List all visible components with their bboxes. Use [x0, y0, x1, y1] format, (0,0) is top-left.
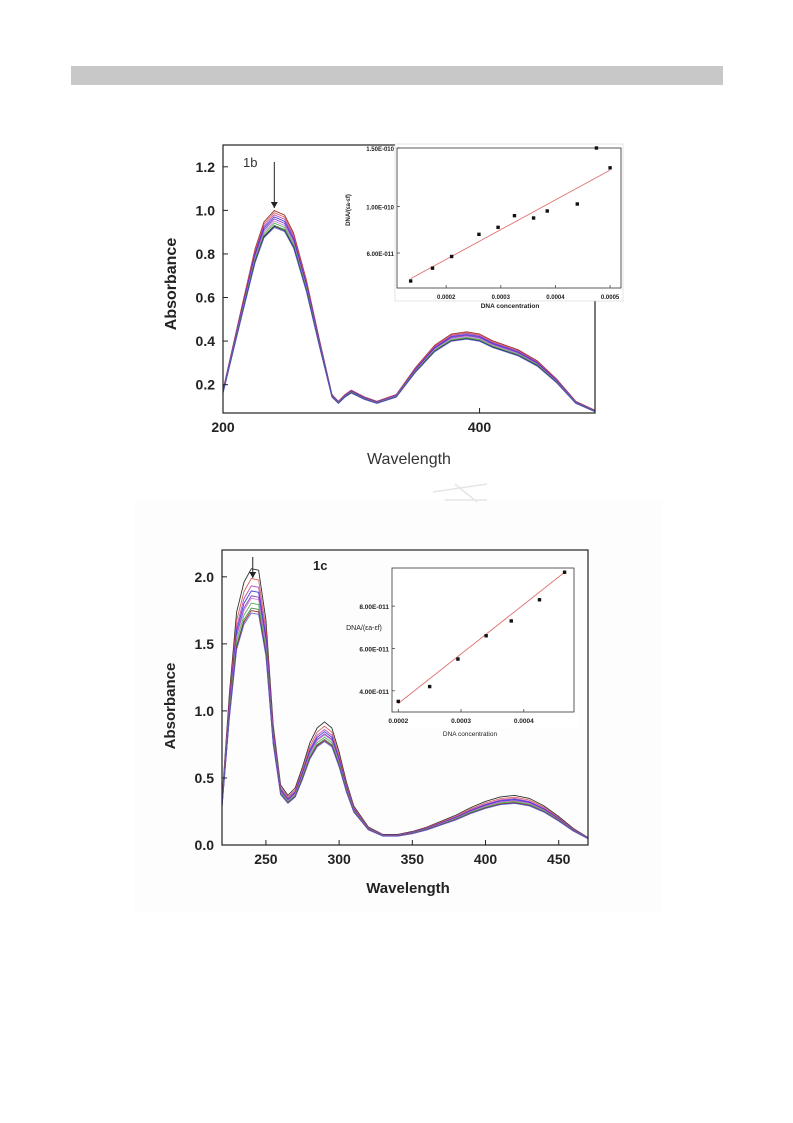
inset-x-tick-label: 0.0002 [437, 295, 456, 301]
inset-background [390, 564, 578, 729]
inset-x-label: DNA concentration [443, 731, 498, 738]
y-axis-label: Absorbance [162, 663, 179, 750]
y-tick-label: 0.8 [196, 246, 216, 262]
y-tick-label: 1.0 [195, 703, 215, 719]
inset-y-tick-label: 4.00E-011 [359, 689, 389, 696]
inset-data-point [477, 232, 481, 237]
inset-data-point [509, 619, 513, 623]
inset-x-tick-label: 0.0004 [546, 295, 565, 301]
y-tick-label: 2.0 [195, 569, 215, 585]
inset-data-point [396, 699, 400, 704]
inset-content: 0.0002 0.0003 0.0004 4.00E-011 6.00E-011 8.00… [359, 570, 567, 725]
inset-y-tick-label: 6.00E-011 [359, 646, 389, 653]
spectra-series-group [221, 568, 589, 840]
arrow-indicator [270, 162, 278, 208]
inset-data-point [484, 634, 488, 638]
inset-data-point [545, 209, 549, 213]
inset-y-tick-label: 1.00E-010 [366, 205, 394, 211]
inset-data-point [449, 254, 454, 259]
chart-panel-1c: 250 300 350 400 450 0.0 0.5 1.0 1.5 2.0 1c Wavele… [134, 500, 662, 912]
y-tick-label: 0.2 [196, 377, 216, 393]
inset-data-point [512, 213, 517, 218]
inset-data-point [427, 684, 432, 689]
inset-data-point [575, 202, 579, 206]
y-tick-label: 0.4 [196, 333, 216, 349]
x-tick-label: 300 [327, 851, 351, 867]
y-tick-label: 1.5 [195, 636, 215, 652]
panel-label: 1c [313, 558, 327, 573]
x-tick-label: 250 [254, 851, 278, 867]
inset-frame [396, 147, 622, 289]
inset-data-point [408, 279, 413, 283]
x-axis-label: Wavelength [367, 451, 451, 468]
inset-y-tick-label: 8.00E-011 [359, 604, 389, 611]
inset-data-point [430, 266, 435, 270]
y-tick-label: 0.5 [195, 770, 215, 786]
inset-y-label: DNA/(εa-εf) [346, 625, 382, 632]
inset-content: 0.0002 0.0003 0.0004 0.0005 6.00E-011 1.00E-0… [366, 146, 620, 301]
inset-x-tick-label: 0.0003 [451, 718, 471, 725]
y-tick-label: 1.2 [196, 159, 216, 175]
y-tick-label: 1.0 [196, 202, 216, 218]
inset-data-point [456, 657, 460, 661]
inset-y-label: DNA/(εa-εf) [346, 194, 352, 226]
panel-label: 1b [243, 155, 257, 170]
inset-data-point [594, 146, 599, 150]
inset-data-point [537, 598, 542, 602]
inset-y-tick-label: 6.00E-011 [367, 252, 395, 258]
spectrum-line [221, 568, 589, 838]
inset-x-label: DNA concentration [481, 303, 540, 310]
spectrum-line [222, 226, 596, 413]
x-tick-label: 350 [401, 851, 425, 867]
x-tick-label: 200 [211, 419, 235, 435]
inset-data-point [562, 570, 567, 574]
chart-1b: 200 400 0.2 0.4 0.6 0.8 1.0 1.2 1b Wavelength A… [163, 143, 624, 468]
inset-data-point [531, 216, 536, 220]
inset-chart: 0.0002 0.0003 0.0004 4.00E-011 6.00E-011 8.00… [346, 564, 578, 738]
x-tick-label: 450 [547, 851, 571, 867]
y-tick-label: 0.0 [195, 837, 215, 853]
inset-data-point [496, 225, 500, 230]
inset-x-tick-label: 0.0005 [601, 295, 620, 301]
x-axis-label: Wavelength [366, 880, 450, 897]
y-tick-label: 0.6 [196, 290, 216, 306]
header-bar [71, 66, 723, 85]
y-axis-label: Absorbance [163, 238, 180, 331]
inset-x-tick-label: 0.0004 [514, 718, 534, 725]
axis-ticks: 200 400 0.2 0.4 0.6 0.8 1.0 1.2 [196, 159, 492, 435]
inset-data-point [608, 166, 612, 170]
inset-y-tick-label: 1.50E-010 [366, 147, 394, 153]
chart-panel-1b: 200 400 0.2 0.4 0.6 0.8 1.0 1.2 1b Wavelength A… [130, 100, 660, 485]
inset-fit-line [410, 169, 611, 280]
inset-x-tick-label: 0.0002 [388, 718, 408, 725]
inset-background [394, 143, 624, 302]
inset-chart: 0.0002 0.0003 0.0004 0.0005 6.00E-011 1.00E-0… [346, 143, 624, 310]
faint-watermark-mark [432, 483, 488, 503]
chart-1c: 250 300 350 400 450 0.0 0.5 1.0 1.5 2.0 1c Wavele… [162, 549, 589, 897]
inset-frame [391, 567, 575, 713]
inset-x-tick-label: 0.0003 [492, 295, 511, 301]
plot-frame [221, 549, 589, 846]
x-tick-label: 400 [474, 851, 498, 867]
x-tick-label: 400 [468, 419, 492, 435]
spectra-series-group [222, 210, 596, 413]
spectrum-line [221, 612, 589, 840]
inset-fit-line [397, 571, 565, 704]
arrow-indicator [249, 557, 257, 578]
axis-ticks: 250 300 350 400 450 0.0 0.5 1.0 1.5 2.0 [195, 569, 571, 867]
